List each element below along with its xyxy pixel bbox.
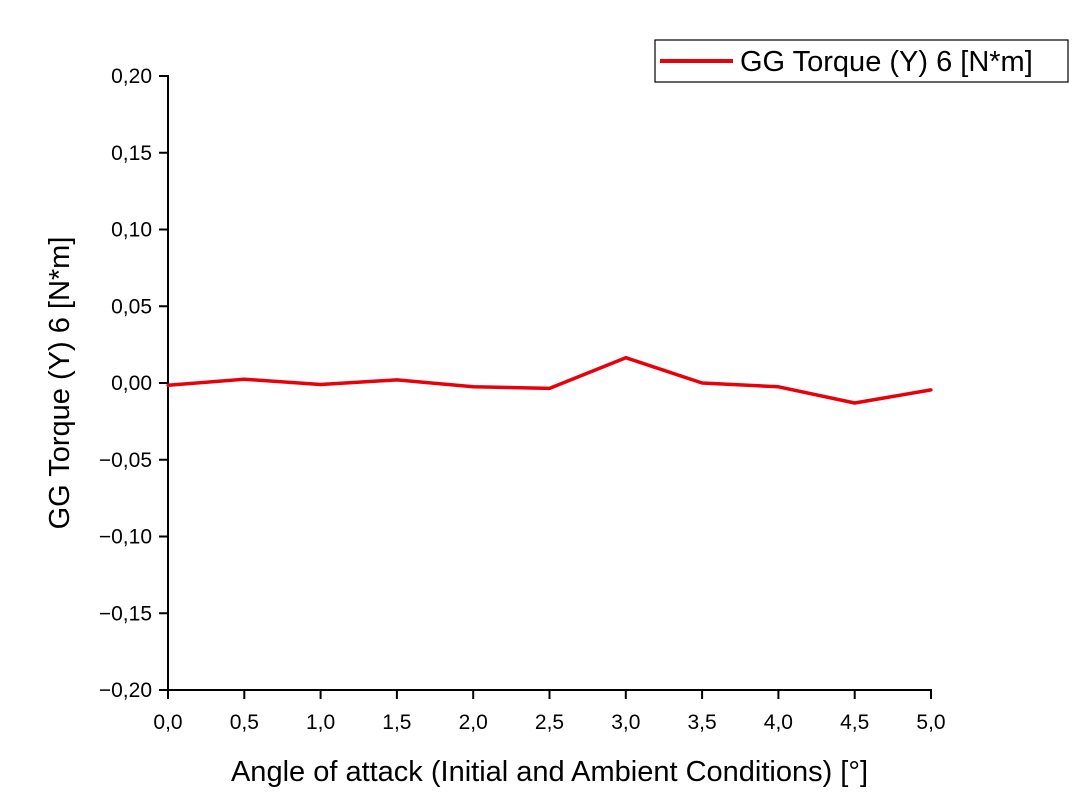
y-tick-label: 0,15 (111, 142, 152, 165)
x-tick-label: 2,0 (459, 711, 488, 734)
x-tick-label: 4,5 (840, 711, 869, 734)
legend: GG Torque (Y) 6 [N*m] (654, 39, 1069, 83)
axes: −0,20 −0,15 −0,10 −0,05 0,00 0,05 0,10 0,15 0,20… (99, 65, 946, 734)
series-layer (166, 355, 933, 405)
legend-label: GG Torque (Y) 6 [N*m] (740, 46, 1033, 78)
data-point (395, 378, 399, 382)
x-tick-label: 2,5 (535, 711, 564, 734)
x-tick-label: 1,0 (306, 711, 335, 734)
y-tick-label: 0,10 (111, 219, 152, 242)
y-tick-label: 0,20 (111, 65, 152, 88)
data-point (700, 381, 704, 385)
data-point (319, 382, 323, 387)
data-point (471, 385, 475, 389)
y-tick-label: −0,15 (99, 602, 152, 625)
y-tick-label: −0,20 (99, 679, 152, 702)
x-tick-label: 1,5 (382, 711, 411, 734)
data-point (776, 385, 781, 389)
x-tick-label: 3,5 (687, 711, 716, 734)
x-tick-label: 4,0 (764, 711, 793, 734)
y-tick-label: 0,00 (111, 372, 152, 395)
series-line (167, 355, 932, 405)
x-axis-ticks: 0,0 0,5 1,0 1,5 2,0 2,5 3,0 3,5 4,0 4,5 5,0 (153, 690, 946, 734)
y-axis-label: GG Torque (Y) 6 [N*m] (44, 237, 76, 530)
x-tick-label: 0,5 (230, 711, 259, 734)
data-point (547, 386, 552, 390)
data-point (166, 383, 170, 387)
data-point (242, 377, 246, 381)
y-axis-ticks: −0,20 −0,15 −0,10 −0,05 0,00 0,05 0,10 0,15 0,20 (99, 65, 168, 702)
data-point (929, 388, 933, 392)
x-tick-label: 5,0 (916, 711, 945, 734)
y-tick-label: 0,05 (111, 295, 152, 318)
x-tick-label: 0,0 (153, 711, 182, 734)
data-point (853, 401, 857, 405)
x-axis-label: Angle of attack (Initial and Ambient Con… (231, 756, 868, 788)
y-tick-label: −0,05 (99, 449, 152, 472)
x-tick-label: 3,0 (611, 711, 640, 734)
data-point (624, 356, 628, 360)
y-tick-label: −0,10 (99, 526, 152, 549)
